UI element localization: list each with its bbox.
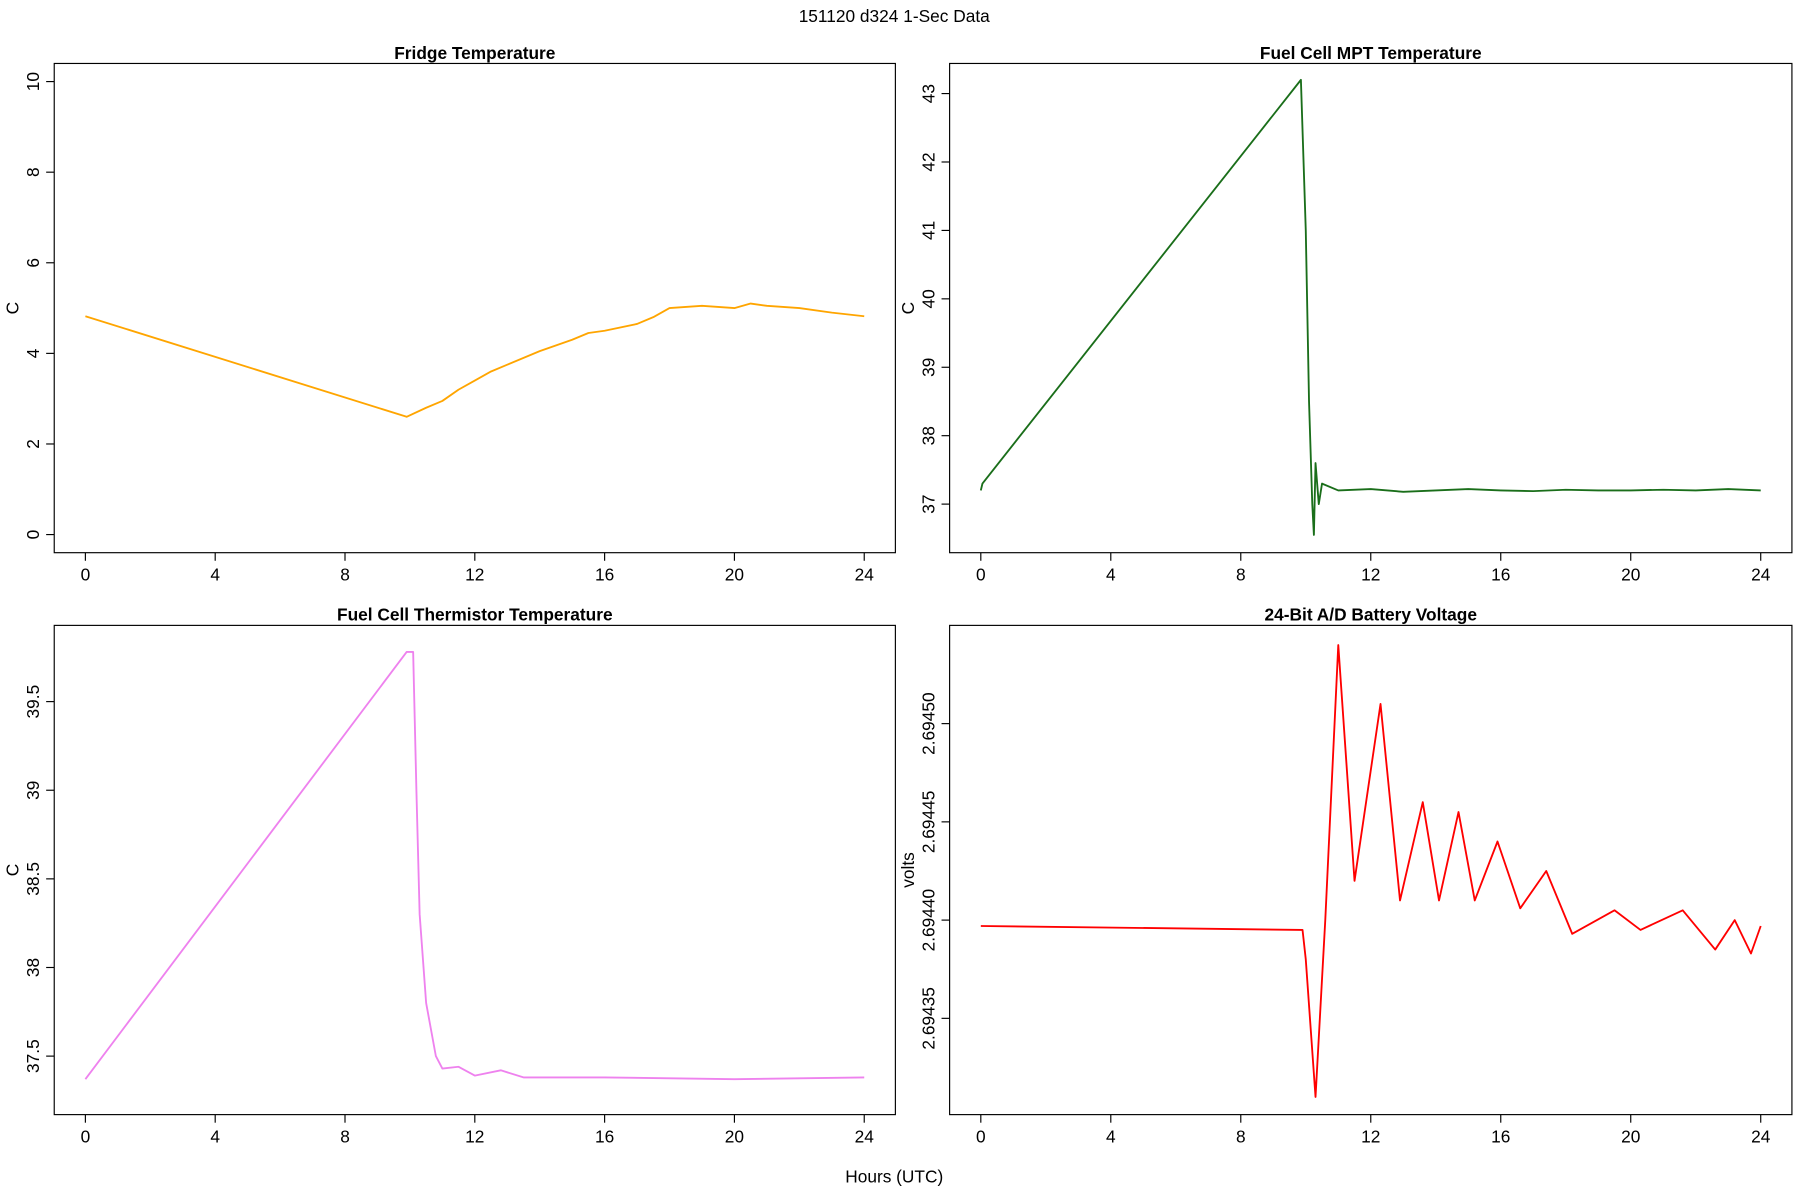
y-axis-label: C xyxy=(2,864,22,877)
x-tick-label: 0 xyxy=(976,1126,986,1146)
x-tick-label: 0 xyxy=(976,564,986,584)
x-tick-label: 20 xyxy=(1621,564,1640,584)
x-tick-label: 4 xyxy=(210,1126,220,1146)
y-tick-label: 38 xyxy=(919,426,939,445)
x-tick-label: 24 xyxy=(1751,564,1771,584)
x-tick-label: 12 xyxy=(465,1126,484,1146)
y-tick-label: 2.69445 xyxy=(919,791,939,854)
chart-title: Fuel Cell Thermistor Temperature xyxy=(337,605,613,625)
x-tick-label: 20 xyxy=(725,564,744,584)
x-tick-label: 24 xyxy=(855,1126,875,1146)
x-tick-label: 8 xyxy=(1236,564,1246,584)
data-line xyxy=(979,78,1761,536)
x-tick-label: 16 xyxy=(1491,1126,1510,1146)
x-tick-label: 12 xyxy=(1361,1126,1380,1146)
data-line xyxy=(85,302,865,418)
y-tick-label: 6 xyxy=(23,258,43,268)
x-tick-label: 16 xyxy=(595,564,614,584)
chart-title: Fridge Temperature xyxy=(394,43,556,63)
y-tick-label: 39.5 xyxy=(23,685,43,719)
data-line xyxy=(980,644,1762,1098)
x-tick-label: 12 xyxy=(1361,564,1380,584)
x-tick-label: 4 xyxy=(1106,564,1116,584)
figure-title: 151120 d324 1-Sec Data xyxy=(799,6,990,26)
x-tick-label: 8 xyxy=(340,564,350,584)
y-tick-label: 2.69435 xyxy=(919,987,939,1050)
y-tick-label: 43 xyxy=(919,84,939,103)
x-tick-label: 24 xyxy=(855,564,875,584)
plot-frame xyxy=(949,62,1793,554)
y-tick-label: 37 xyxy=(919,494,939,513)
y-tick-label: 41 xyxy=(919,221,939,240)
x-tick-label: 20 xyxy=(725,1126,744,1146)
y-tick-label: 40 xyxy=(919,289,939,308)
x-tick-label: 12 xyxy=(465,564,484,584)
y-tick-label: 2 xyxy=(23,439,43,449)
y-tick-label: 4 xyxy=(23,348,43,358)
plot-frame xyxy=(53,62,896,554)
chart-title: Fuel Cell MPT Temperature xyxy=(1260,43,1482,63)
x-tick-label: 24 xyxy=(1751,1126,1771,1146)
x-tick-label: 8 xyxy=(1236,1126,1246,1146)
x-tick-label: 8 xyxy=(340,1126,350,1146)
plot-frame xyxy=(53,624,896,1116)
data-line xyxy=(84,651,865,1081)
x-tick-label: 16 xyxy=(595,1126,614,1146)
x-tick-label: 4 xyxy=(1106,1126,1116,1146)
y-tick-label: 39 xyxy=(23,781,43,800)
y-tick-label: 38.5 xyxy=(23,862,43,896)
x-tick-label: 4 xyxy=(210,564,220,584)
y-axis-label: C xyxy=(2,302,22,314)
y-tick-label: 2.69440 xyxy=(919,889,939,952)
y-axis-label: volts xyxy=(898,852,918,888)
y-tick-label: 2.69450 xyxy=(919,692,939,755)
x-tick-label: 0 xyxy=(81,564,91,584)
y-tick-label: 42 xyxy=(919,152,939,171)
x-tick-label: 0 xyxy=(81,1126,91,1146)
x-tick-label: 20 xyxy=(1621,1126,1640,1146)
x-tick-label: 16 xyxy=(1491,564,1510,584)
chart-title: 24-Bit A/D Battery Voltage xyxy=(1265,605,1478,625)
y-tick-label: 38 xyxy=(23,958,43,977)
plot-frame xyxy=(949,624,1793,1116)
y-tick-label: 37.5 xyxy=(23,1039,43,1073)
y-axis-label: C xyxy=(898,302,918,314)
x-axis-label: Hours (UTC) xyxy=(845,1167,943,1187)
y-tick-label: 39 xyxy=(919,358,939,377)
y-tick-label: 8 xyxy=(23,167,43,177)
y-tick-label: 0 xyxy=(23,530,43,540)
y-tick-label: 10 xyxy=(23,72,43,91)
